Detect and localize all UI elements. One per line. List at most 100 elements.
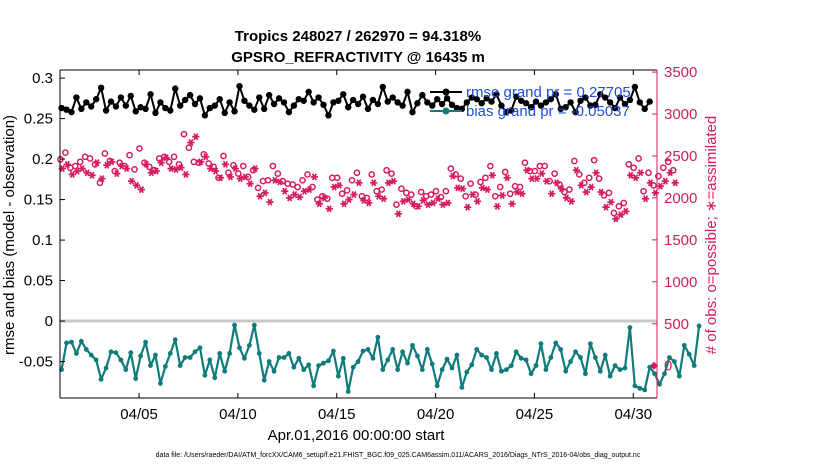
possible-marker	[432, 187, 440, 195]
bias-point	[246, 342, 252, 348]
possible-marker	[605, 189, 613, 197]
assimilated-marker	[439, 201, 447, 209]
assimilated-marker	[261, 189, 269, 197]
asterisk-stroke	[593, 169, 599, 177]
possible-marker	[343, 187, 351, 194]
asterisk-stroke	[504, 174, 510, 182]
rmse-point	[92, 95, 100, 103]
assimilated-marker	[612, 215, 620, 223]
possible-marker	[635, 155, 642, 162]
assimilated-marker	[98, 175, 106, 183]
assimilated-marker	[177, 164, 185, 172]
bias-point	[597, 368, 603, 374]
asterisk-stroke	[109, 158, 115, 166]
bias-point	[355, 359, 361, 364]
possible-marker	[496, 183, 504, 191]
assimilated-marker	[597, 188, 605, 196]
assimilated-marker	[127, 177, 136, 185]
rmse-point	[399, 102, 406, 109]
possible-marker	[551, 170, 558, 177]
bias-point	[370, 355, 376, 361]
bias-point	[123, 367, 129, 373]
bias-point	[662, 371, 667, 377]
asterisk-stroke	[119, 162, 125, 170]
possible-marker	[136, 145, 143, 152]
bias-point	[78, 338, 84, 344]
possible-marker	[521, 159, 529, 167]
bias-point	[503, 367, 509, 373]
bias-point	[548, 355, 554, 360]
bias-point	[256, 351, 262, 356]
assimilated-marker	[182, 170, 190, 178]
possible-marker	[333, 174, 341, 182]
assimilated-marker	[187, 139, 195, 147]
rmse-point	[275, 95, 283, 102]
bias-point	[237, 345, 242, 351]
possible-marker	[615, 202, 623, 210]
asterisk-stroke	[474, 197, 481, 205]
rmse-point	[646, 98, 653, 105]
bias-point	[335, 373, 341, 379]
bias-point	[469, 362, 475, 368]
rmse-point	[364, 105, 372, 113]
asterisk-stroke	[74, 167, 80, 175]
possible-marker	[165, 158, 173, 166]
bias-point	[691, 363, 697, 369]
rmse-point	[473, 95, 480, 103]
asterisk-stroke	[563, 194, 569, 202]
rmse-point	[251, 106, 258, 113]
rmse-point	[176, 102, 184, 109]
rmse-point	[404, 88, 411, 96]
rmse-point	[295, 95, 302, 103]
assimilated-marker	[562, 194, 571, 202]
assimilated-marker	[68, 170, 76, 178]
possible-marker	[501, 168, 509, 176]
assimilated-marker	[671, 179, 679, 187]
assimilated-marker	[360, 196, 368, 204]
possible-marker	[383, 166, 390, 174]
rmse-point	[463, 99, 471, 106]
bias-point	[281, 355, 287, 360]
asterisk-stroke	[242, 173, 248, 181]
asterisk-stroke	[405, 196, 411, 204]
possible-marker	[630, 164, 638, 172]
bias-point	[395, 367, 401, 373]
possible-marker	[664, 158, 672, 166]
bias-point	[553, 340, 559, 346]
bias-point	[612, 363, 618, 369]
bias-point	[222, 368, 228, 374]
rmse-point	[527, 104, 535, 111]
assimilated-marker	[271, 176, 279, 184]
bias-point	[167, 351, 173, 356]
possible-marker	[487, 162, 494, 170]
bias-point	[83, 347, 89, 352]
rmse-point	[137, 104, 144, 111]
bias-point	[671, 359, 677, 364]
asterisk-stroke	[489, 171, 495, 179]
asterisk-stroke	[628, 171, 634, 179]
assimilated-marker	[207, 165, 215, 173]
asterisk-stroke	[647, 179, 654, 187]
asterisk-stroke	[89, 171, 95, 179]
bias-point	[538, 341, 544, 347]
bias-point	[508, 363, 514, 369]
rmse-point	[315, 94, 322, 101]
asterisk-stroke	[104, 161, 110, 169]
possible-marker	[457, 175, 465, 182]
possible-marker	[61, 149, 69, 156]
assimilated-marker	[483, 185, 491, 194]
x-tick-label: 04/10	[219, 406, 257, 423]
bias-point	[197, 345, 203, 351]
asterisk-stroke	[168, 165, 174, 173]
bias-point	[330, 348, 336, 354]
rmse-point	[542, 99, 550, 106]
x-tick-label: 04/30	[615, 406, 653, 423]
possible-marker	[378, 186, 385, 193]
assimilated-marker	[646, 179, 655, 187]
assimilated-marker	[345, 196, 353, 204]
possible-marker	[96, 179, 104, 187]
asterisk-stroke	[608, 198, 614, 206]
bias-point	[499, 368, 504, 374]
asterisk-stroke	[59, 165, 65, 173]
assimilated-marker	[409, 200, 417, 208]
